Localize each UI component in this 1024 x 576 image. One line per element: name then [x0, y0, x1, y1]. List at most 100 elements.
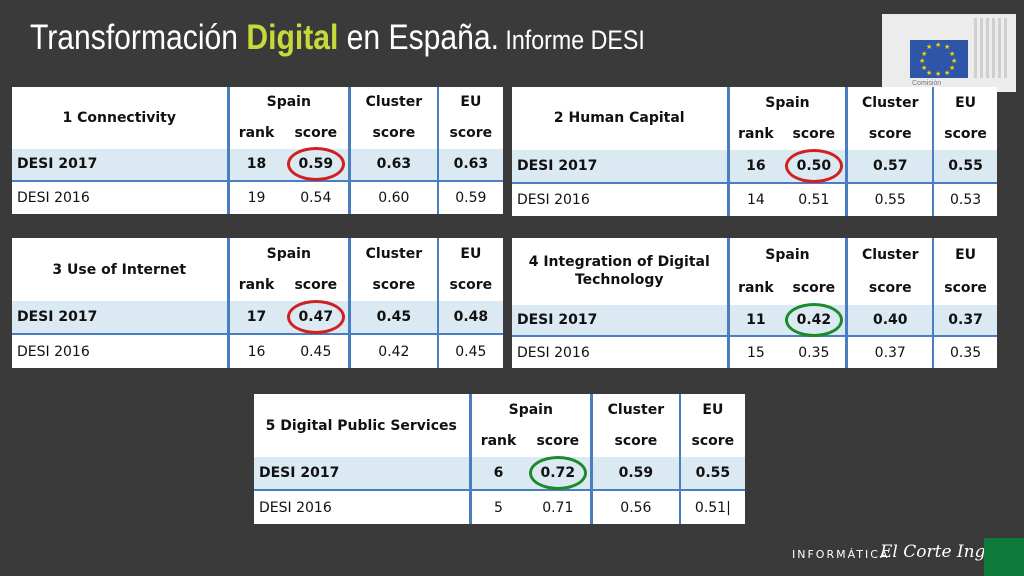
header-cluster-score: score [349, 117, 439, 149]
score-cell: 0.42 [782, 303, 849, 338]
rank-cell: 19 [247, 190, 266, 207]
desi-table-5: 5 Digital Public Services Spain Cluster EU r… [254, 394, 745, 524]
cluster-cell: 0.55 [846, 182, 935, 216]
eu-cell: 0.35 [949, 344, 982, 361]
table-row-2016: DESI 2016 16 0.45 0.42 0.45 [12, 334, 503, 368]
cluster-cell: 0.42 [349, 334, 439, 368]
eu-cell: 0.51| [694, 499, 731, 516]
row-label: DESI 2017 [12, 301, 230, 335]
header-eu-score: score [449, 125, 493, 142]
rank-cell: 5 [494, 499, 503, 516]
header-eu-score: score [944, 125, 987, 142]
rank-cell: 11 [728, 304, 783, 337]
table-row-2017: DESI 2017 6 0.72 0.59 0.55 [254, 456, 745, 491]
row-label: DESI 2017 [254, 457, 472, 491]
header-cluster: Cluster [846, 238, 935, 272]
table-row-2016: DESI 2016 15 0.35 0.37 0.35 [512, 336, 997, 368]
title-part2: en España. [338, 18, 499, 57]
table-title: 3 Use of Internet [12, 238, 230, 301]
desi-table: 4 Integration of Digital Technology Spain… [512, 238, 997, 368]
cluster-cell: 0.37 [846, 336, 935, 368]
header-eu-score: score [691, 433, 735, 450]
desi-table: 2 Human Capital Spain Cluster EU rank score sc… [512, 87, 997, 216]
desi-table: 5 Digital Public Services Spain Cluster EU r… [254, 394, 745, 524]
desi-table-2: 2 Human Capital Spain Cluster EU rank score sc… [512, 87, 997, 216]
row-label: DESI 2016 [12, 181, 230, 214]
header-eu-score: score [449, 277, 493, 294]
desi-table: 1 Connectivity Spain Cluster EU rank score sco… [12, 87, 503, 214]
header-cluster-score: score [349, 269, 439, 301]
cluster-cell: 0.56 [591, 490, 681, 524]
header-eu: EU [702, 401, 724, 418]
desi-table-1: 1 Connectivity Spain Cluster EU rank score sco… [12, 87, 503, 214]
row-label: DESI 2016 [12, 334, 230, 368]
rank-cell: 6 [470, 457, 526, 491]
highlight-circle [784, 148, 843, 183]
score-cell: 0.59 [283, 147, 352, 182]
header-rank: rank [738, 280, 774, 297]
desi-table-4: 4 Integration of Digital Technology Spain… [512, 238, 997, 368]
header-eu: EU [955, 94, 977, 111]
table-row-2017: DESI 2017 18 0.59 0.63 0.63 [12, 147, 503, 182]
row-label: DESI 2017 [12, 148, 230, 182]
header-eu: EU [460, 245, 482, 262]
header-spain: Spain [470, 394, 594, 426]
desi-table-3: 3 Use of Internet Spain Cluster EU rank score… [12, 238, 503, 368]
header-score: score [525, 425, 594, 457]
header-spain: Spain [728, 238, 849, 272]
header-cluster-score: score [591, 425, 681, 457]
table-row-2017: DESI 2017 17 0.47 0.45 0.48 [12, 300, 503, 335]
logo-caption: Comisión [912, 80, 942, 87]
highlight-circle [784, 303, 843, 338]
highlight-circle [286, 147, 345, 182]
row-label: DESI 2016 [512, 336, 730, 368]
header-rank: rank [738, 125, 774, 142]
building-icon [974, 18, 1010, 78]
eu-cell: 0.45 [455, 343, 487, 360]
cluster-cell: 0.63 [349, 148, 439, 182]
title-highlight: Digital [246, 18, 339, 57]
eu-cell: 0.48 [437, 301, 503, 335]
score-cell: 0.72 [525, 456, 594, 491]
eu-flag-icon: ★ ★ ★ ★ ★ ★ ★ ★ ★ ★ ★ ★ [910, 40, 968, 78]
header-eu-score: score [944, 280, 987, 297]
header-score: score [283, 269, 352, 301]
row-label: DESI 2017 [512, 149, 730, 183]
header-rank: rank [238, 277, 275, 294]
brand-logo: El Corte Inglés [880, 542, 1010, 562]
title-sub: Informe DESI [498, 25, 645, 55]
row-label: DESI 2016 [254, 490, 472, 524]
header-cluster: Cluster [349, 87, 439, 118]
cluster-cell: 0.60 [349, 181, 439, 214]
footer-text: INFORMÁTICA [792, 548, 890, 561]
rank-cell: 16 [247, 343, 266, 360]
header-rank: rank [238, 125, 275, 142]
table-title: 2 Human Capital [512, 87, 730, 150]
header-score: score [782, 118, 849, 150]
header-score: score [283, 117, 352, 149]
title-part1: Transformación [30, 18, 247, 57]
rank-cell: 16 [728, 149, 783, 183]
eu-cell: 0.55 [933, 149, 997, 183]
header-spain: Spain [228, 238, 352, 270]
header-cluster: Cluster [846, 87, 935, 119]
header-spain: Spain [228, 87, 352, 118]
score-cell: 0.54 [283, 181, 352, 214]
row-label: DESI 2016 [512, 182, 730, 216]
header-eu: EU [460, 94, 482, 111]
cluster-cell: 0.40 [846, 304, 935, 337]
highlight-circle [286, 300, 345, 335]
score-cell: 0.45 [283, 334, 352, 368]
header-cluster: Cluster [591, 394, 681, 426]
table-title: 4 Integration of Digital Technology [512, 238, 730, 305]
score-cell: 0.71 [525, 490, 594, 524]
cluster-cell: 0.45 [349, 301, 439, 335]
eu-cell: 0.55 [679, 457, 745, 491]
highlight-circle [528, 456, 587, 491]
eu-cell: 0.59 [455, 190, 487, 207]
header-cluster-score: score [846, 118, 935, 150]
header-score: score [782, 271, 849, 305]
table-row-2017: DESI 2017 11 0.42 0.40 0.37 [512, 303, 997, 338]
cluster-cell: 0.59 [591, 457, 681, 491]
table-title: 5 Digital Public Services [254, 394, 472, 457]
